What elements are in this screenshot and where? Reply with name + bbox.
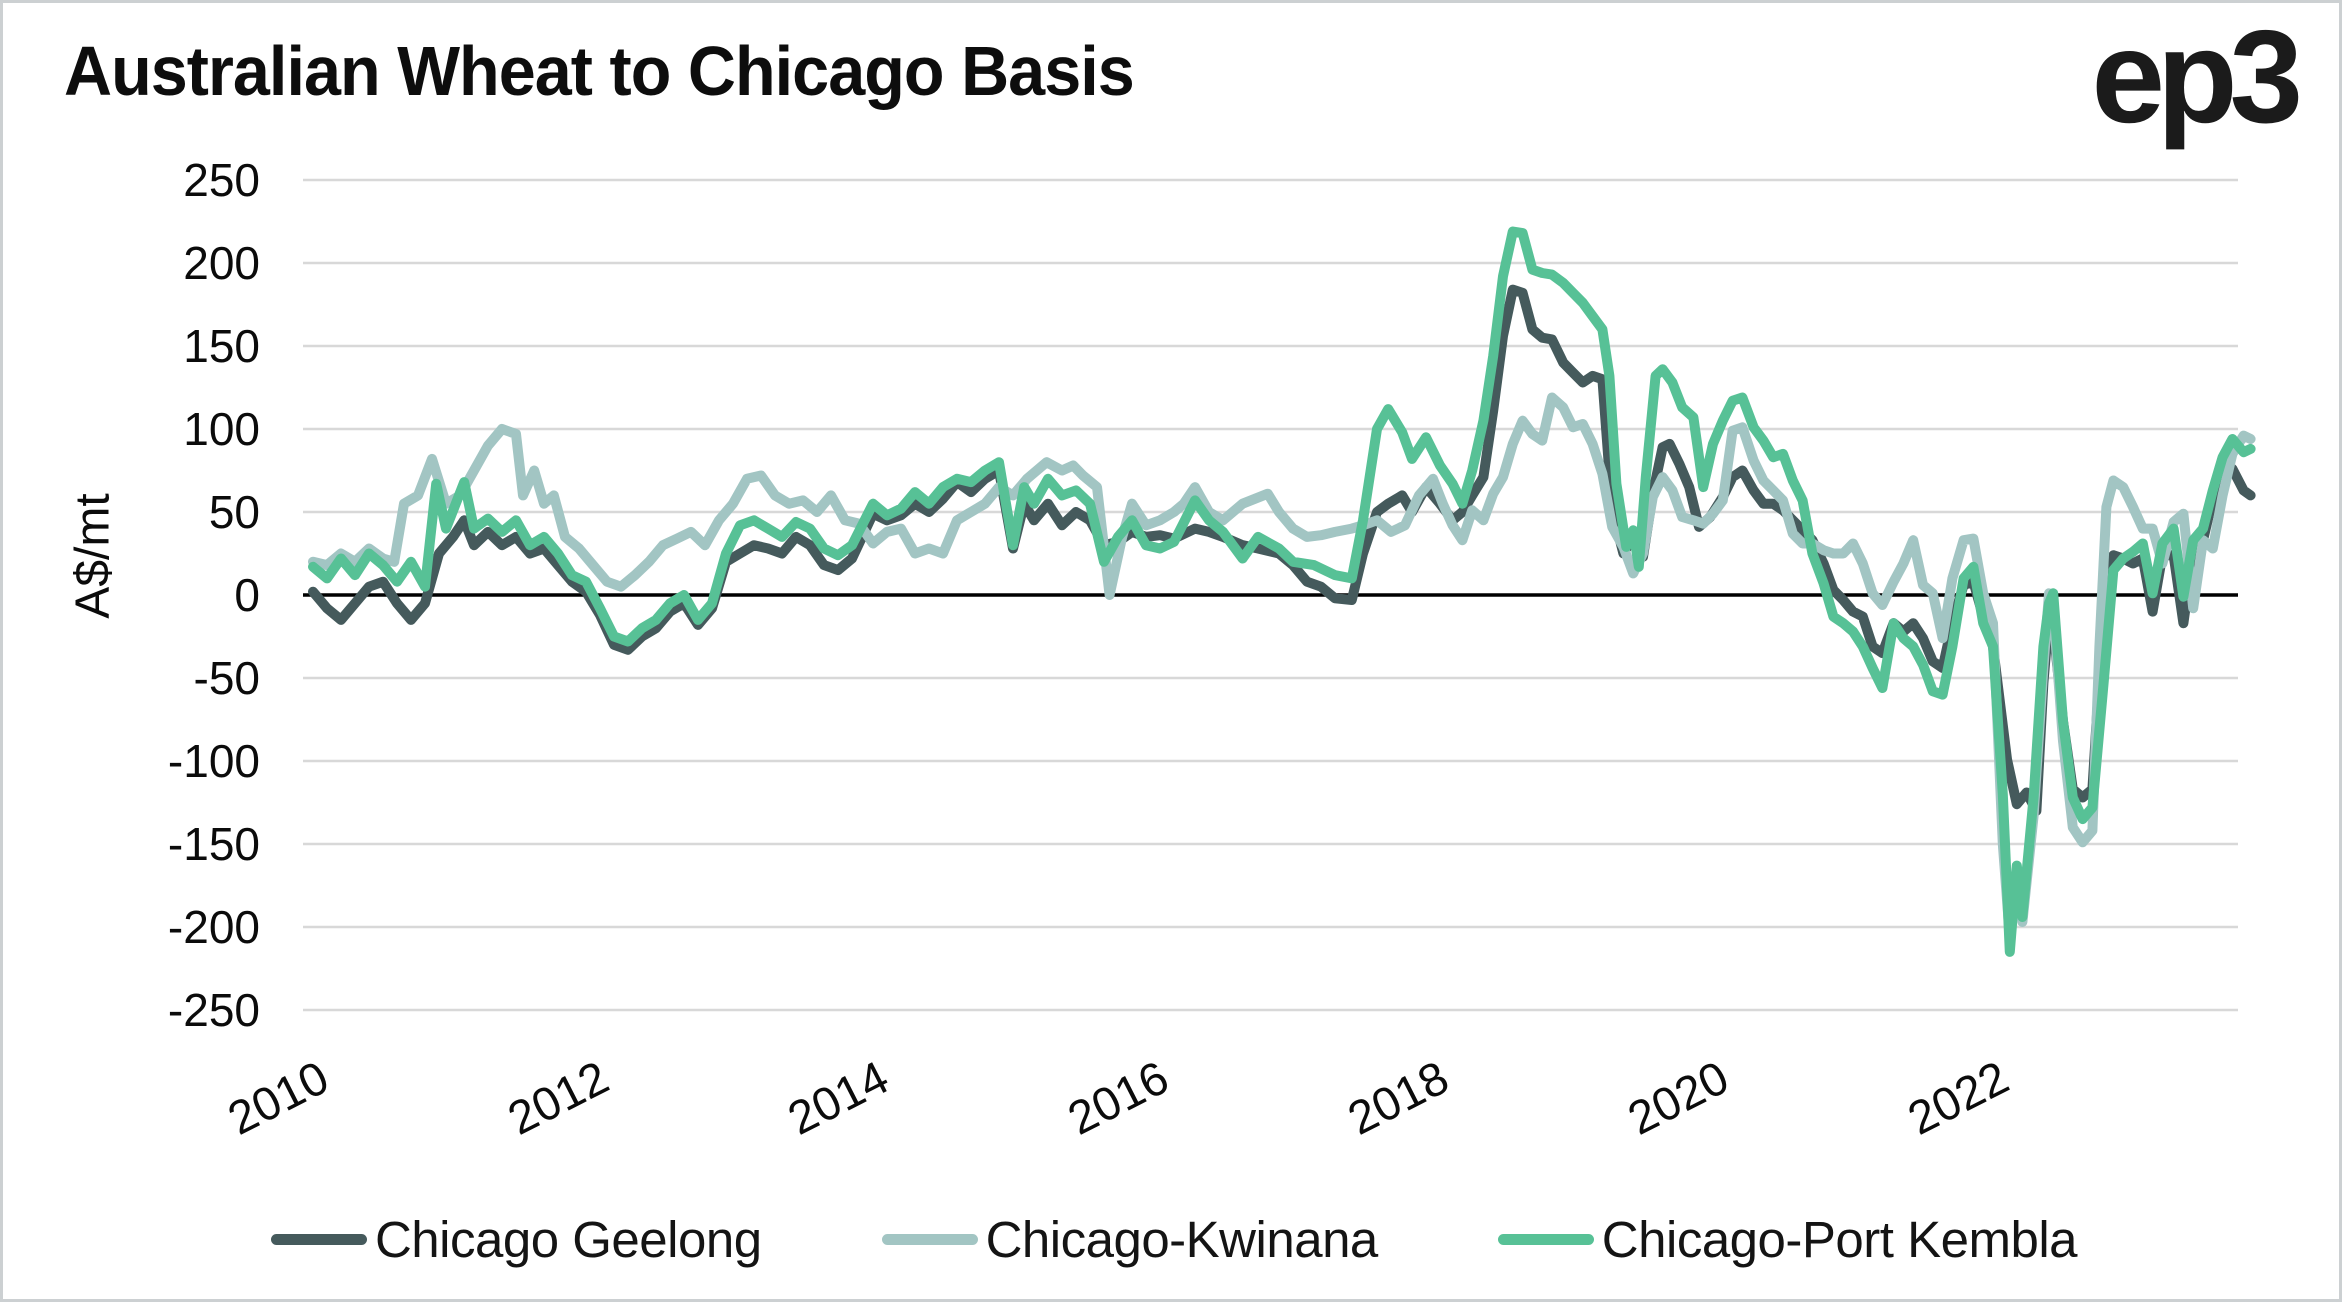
y-tick-label: 50 bbox=[208, 486, 260, 538]
y-tick-label: -100 bbox=[167, 735, 260, 787]
ep3-logo: ep3 bbox=[2091, 3, 2303, 150]
chart-svg bbox=[303, 178, 2256, 1012]
y-tick-label: 250 bbox=[183, 154, 260, 206]
x-tick-label: 2010 bbox=[219, 1050, 337, 1145]
chart-title: Australian Wheat to Chicago Basis bbox=[64, 32, 1135, 110]
x-tick-label: 2020 bbox=[1619, 1050, 1737, 1145]
legend: Chicago Geelong Chicago-Kwinana Chicago-Po… bbox=[3, 1199, 2339, 1279]
plot-area bbox=[303, 173, 2263, 1023]
x-axis-tick-labels: 2010 2012 2014 2016 2018 2020 2022 bbox=[3, 3, 2339, 1299]
x-tick-label: 2022 bbox=[1899, 1050, 2017, 1145]
legend-swatch-icon bbox=[270, 1233, 367, 1245]
y-tick-label: -250 bbox=[167, 984, 260, 1036]
y-tick-label: 150 bbox=[183, 320, 260, 372]
x-tick-label: 2016 bbox=[1059, 1050, 1177, 1145]
y-tick-label: 100 bbox=[183, 403, 260, 455]
legend-label: Chicago Geelong bbox=[374, 1210, 762, 1268]
legend-item: Chicago-Port Kembla bbox=[1497, 1210, 2078, 1269]
legend-item: Chicago-Kwinana bbox=[881, 1210, 1379, 1269]
legend-swatch-icon bbox=[881, 1233, 978, 1245]
legend-label: Chicago-Port Kembla bbox=[1601, 1210, 2078, 1268]
x-tick-label: 2018 bbox=[1339, 1050, 1457, 1145]
x-tick-label: 2012 bbox=[499, 1050, 617, 1145]
legend-item: Chicago Geelong bbox=[270, 1210, 762, 1269]
y-tick-label: -150 bbox=[167, 818, 260, 870]
y-tick-label: 200 bbox=[183, 237, 260, 289]
x-tick-label: 2014 bbox=[779, 1050, 897, 1145]
legend-swatch-icon bbox=[1497, 1233, 1594, 1245]
series-line-chicago-port-kembla bbox=[308, 226, 2256, 957]
y-tick-label: -200 bbox=[167, 901, 260, 953]
y-axis-tick-labels: 250 200 150 100 50 0 -50 -100 -150 -200 -250 bbox=[3, 3, 260, 1299]
y-tick-label: -50 bbox=[193, 652, 260, 704]
legend-label: Chicago-Kwinana bbox=[985, 1210, 1379, 1268]
y-tick-label: 0 bbox=[234, 569, 260, 621]
